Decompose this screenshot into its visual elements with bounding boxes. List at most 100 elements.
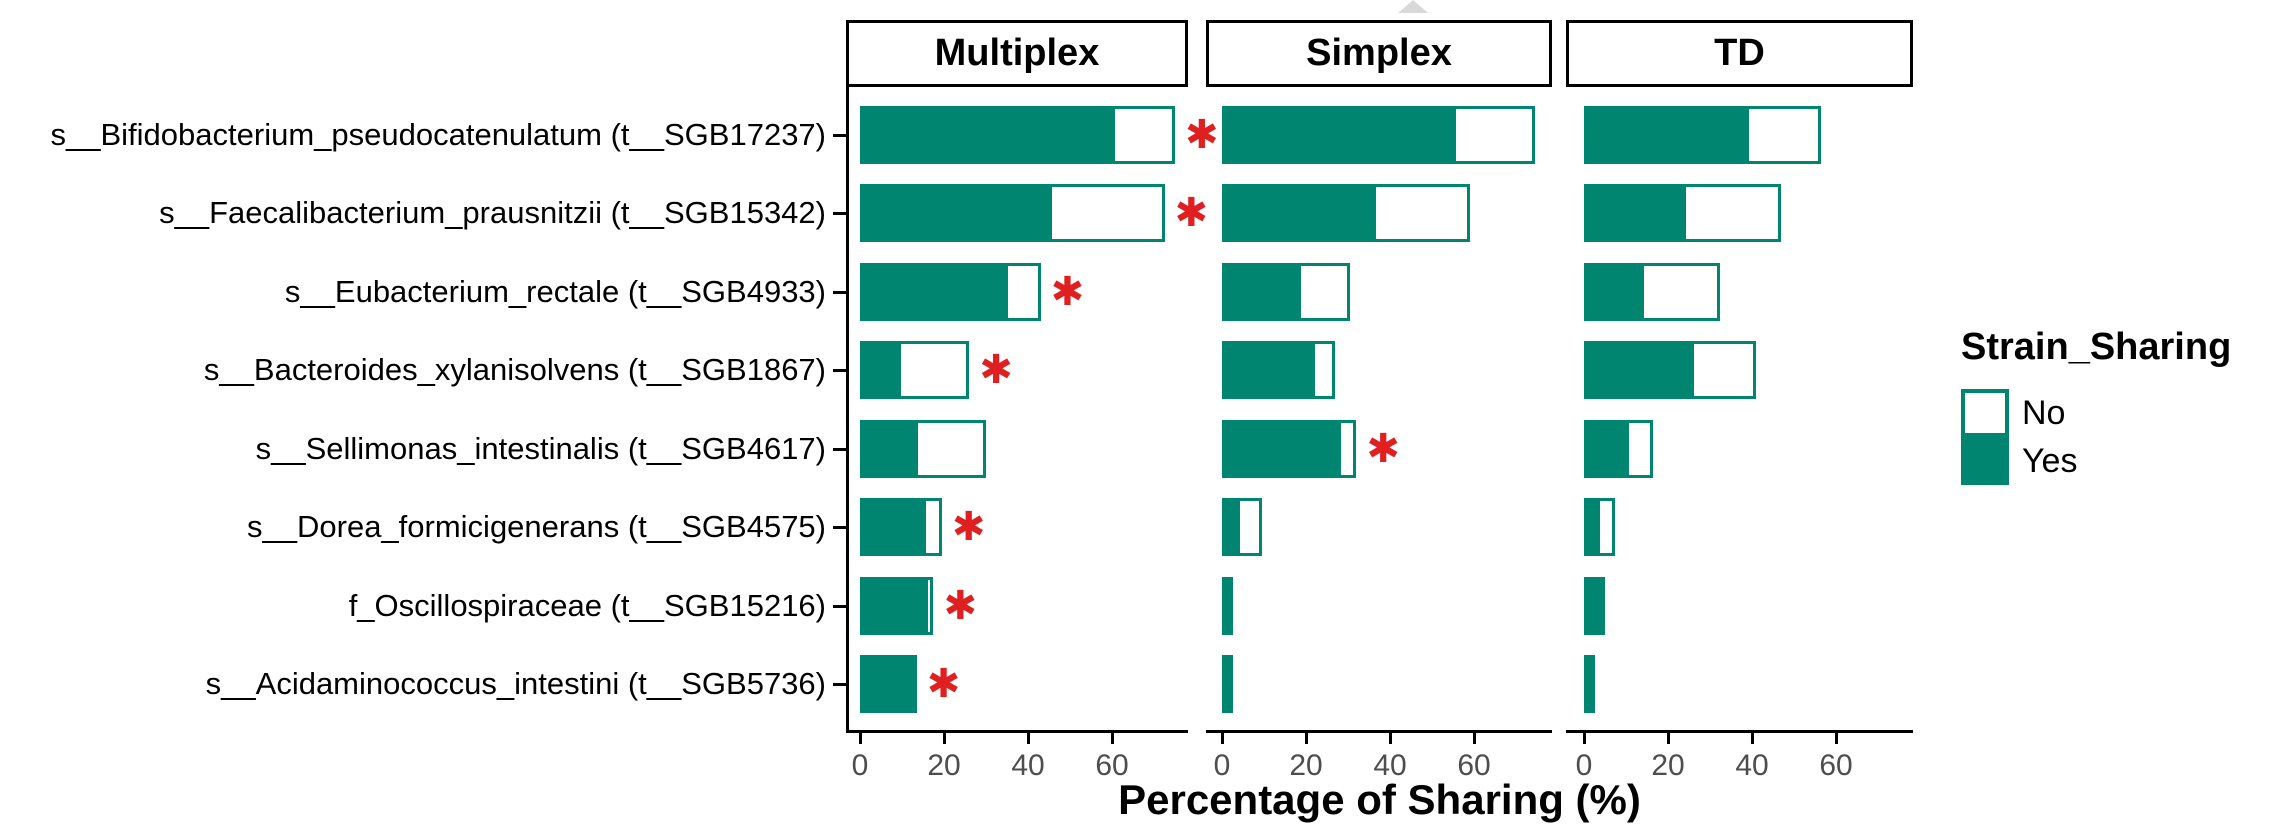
bar-yes-segment	[1584, 498, 1597, 557]
bar-yes-segment	[1584, 419, 1626, 478]
bar	[1222, 655, 1233, 713]
y-axis-label: s__Sellimonas_intestinalis (t__SGB4617)	[255, 430, 826, 466]
x-axis-line	[1206, 730, 1552, 733]
bar-no-segment	[897, 341, 970, 400]
bar	[1584, 655, 1595, 713]
x-tick	[1835, 733, 1838, 744]
legend-title: Strain_Sharing	[1961, 326, 2232, 368]
bar	[1222, 262, 1351, 321]
bar-yes-segment	[860, 106, 1112, 164]
x-tick	[1027, 733, 1030, 744]
y-axis-label: s__Dorea_formicigenerans (t__SGB4575)	[247, 509, 826, 545]
bar-yes-segment	[1584, 341, 1692, 400]
bar	[860, 498, 942, 557]
bar-yes-segment	[1584, 262, 1641, 321]
significance-star: ✱	[951, 504, 986, 551]
bar	[860, 341, 970, 400]
bar-yes-segment	[1222, 184, 1374, 243]
bar	[1222, 576, 1233, 635]
y-axis-label: f_Oscillospiraceae (t__SGB15216)	[348, 587, 826, 623]
legend-label-no: No	[2022, 394, 2066, 432]
bar-no-segment	[1112, 106, 1175, 164]
x-tick-label: 0	[851, 749, 869, 782]
bar-no-segment	[1453, 106, 1535, 164]
bar	[1222, 184, 1470, 243]
bar-no-segment	[1682, 184, 1782, 243]
bar-no-segment	[1337, 419, 1357, 478]
bar-yes-segment	[1222, 262, 1298, 321]
bar-no-segment	[1626, 419, 1654, 478]
bar-yes-segment	[860, 262, 1005, 321]
x-tick-label: 60	[1819, 749, 1853, 782]
y-tick	[833, 134, 847, 137]
y-tick	[833, 212, 847, 216]
bar	[860, 419, 986, 478]
bar-yes-segment	[860, 655, 917, 713]
y-axis-label: s__Eubacterium_rectale (t__SGB4933)	[284, 273, 826, 309]
legend-key-no	[1961, 389, 2009, 437]
legend-key-yes	[1961, 437, 2009, 485]
triangle-artifact-icon	[1398, 0, 1428, 13]
bar-yes-segment	[860, 341, 898, 400]
significance-star: ✱	[1174, 190, 1209, 237]
y-axis-label: s__Bacteroides_xylanisolvens (t__SGB1867…	[203, 352, 826, 388]
bar	[1584, 576, 1605, 635]
bar-no-segment	[923, 498, 942, 557]
x-tick	[943, 733, 946, 744]
bar-no-segment	[1640, 262, 1721, 321]
x-tick	[1389, 733, 1392, 744]
facet-header-td: TD	[1566, 20, 1913, 87]
x-axis-title: Percentage of Sharing (%)	[1118, 776, 1641, 823]
bar-yes-segment	[1584, 655, 1595, 713]
bar	[1222, 498, 1262, 557]
bar	[1222, 419, 1357, 478]
bar	[1222, 341, 1336, 400]
x-tick-label: 20	[1651, 749, 1685, 782]
significance-star: ✱	[926, 661, 961, 707]
bar	[860, 655, 917, 713]
bar-yes-segment	[1222, 655, 1233, 713]
x-tick-label: 0	[1213, 749, 1231, 782]
bar-yes-segment	[1222, 106, 1453, 164]
x-tick-label: 20	[927, 749, 961, 782]
y-tick	[833, 526, 847, 530]
bar-no-segment	[1004, 262, 1041, 321]
bar-yes-segment	[1222, 341, 1313, 400]
y-tick	[833, 290, 847, 294]
y-tick	[833, 604, 847, 608]
bar-yes-segment	[1222, 576, 1233, 635]
x-tick-label: 40	[1373, 749, 1407, 782]
significance-star: ✱	[1366, 425, 1400, 472]
x-tick-label: 40	[1735, 749, 1769, 782]
bar-no-segment	[1691, 341, 1757, 400]
bar-no-segment	[914, 419, 986, 478]
y-axis-label: s__Faecalibacterium_prausnitzii (t__SGB1…	[159, 195, 826, 231]
x-tick	[1111, 733, 1114, 744]
bar-yes-segment	[860, 419, 915, 478]
y-axis-label: s__Acidaminococcus_intestini (t__SGB5736…	[205, 666, 826, 701]
bar	[1584, 341, 1757, 400]
y-tick	[833, 369, 847, 373]
bar	[860, 262, 1041, 321]
x-tick	[1751, 733, 1754, 744]
x-tick-label: 0	[1575, 749, 1593, 782]
bar-no-segment	[1049, 184, 1165, 243]
bar-yes-segment	[1584, 576, 1599, 635]
y-axis-line	[846, 87, 849, 733]
bar	[1584, 184, 1782, 243]
facet-header-multiplex: Multiplex	[846, 20, 1188, 87]
bar	[860, 106, 1175, 164]
bar	[860, 184, 1165, 243]
x-tick	[1221, 733, 1224, 744]
bar-yes-segment	[860, 498, 923, 557]
bar-no-segment	[1297, 262, 1351, 321]
x-tick-label: 60	[1095, 749, 1129, 782]
bar-yes-segment	[1222, 498, 1237, 557]
significance-star: ✱	[979, 347, 1013, 394]
x-tick	[1667, 733, 1670, 744]
x-tick-label: 40	[1011, 749, 1045, 782]
bar	[1584, 262, 1721, 321]
bar	[1222, 106, 1535, 164]
x-axis-line	[846, 730, 1188, 733]
